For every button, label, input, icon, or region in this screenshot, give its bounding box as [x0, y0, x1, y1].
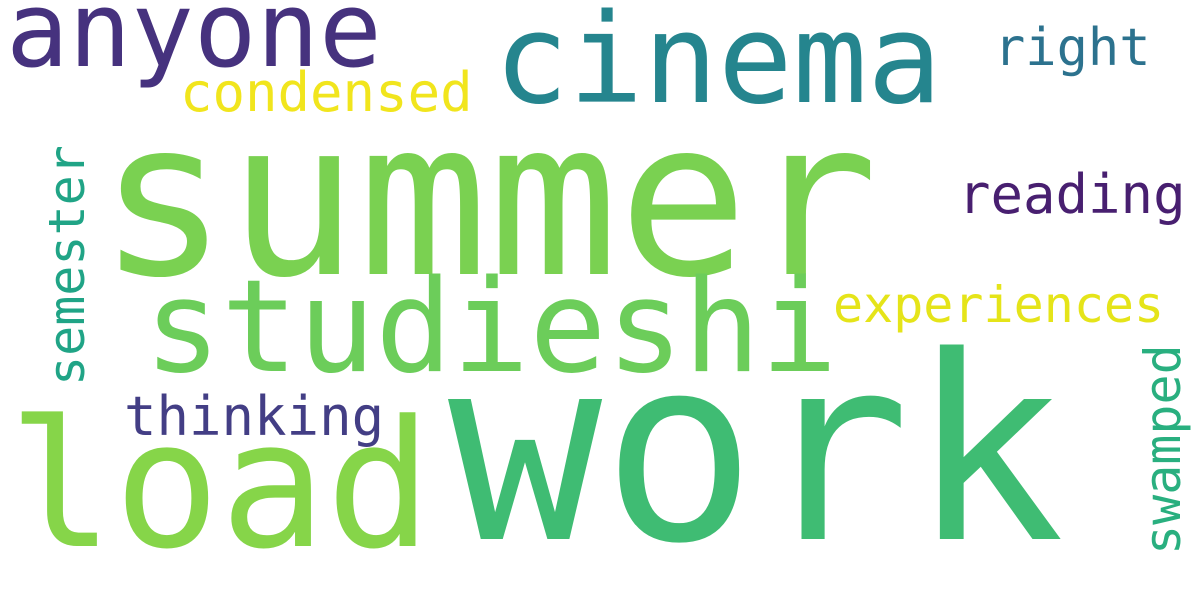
word-cinema: cinema: [494, 0, 942, 132]
word-anyone: anyone: [6, 0, 382, 91]
word-swamped: swamped: [1134, 344, 1192, 555]
word-condensed: condensed: [180, 61, 473, 124]
word-load: load: [8, 383, 432, 588]
word-experiences: experiences: [833, 276, 1165, 334]
word-thinking: thinking: [124, 385, 385, 448]
word-semester: semester: [38, 145, 96, 386]
word-summer: summer: [98, 74, 879, 325]
word-work: work: [448, 302, 1065, 600]
word-right: right: [994, 18, 1151, 78]
word-reading: reading: [958, 163, 1186, 226]
word-studieshi: studieshi: [144, 253, 838, 402]
